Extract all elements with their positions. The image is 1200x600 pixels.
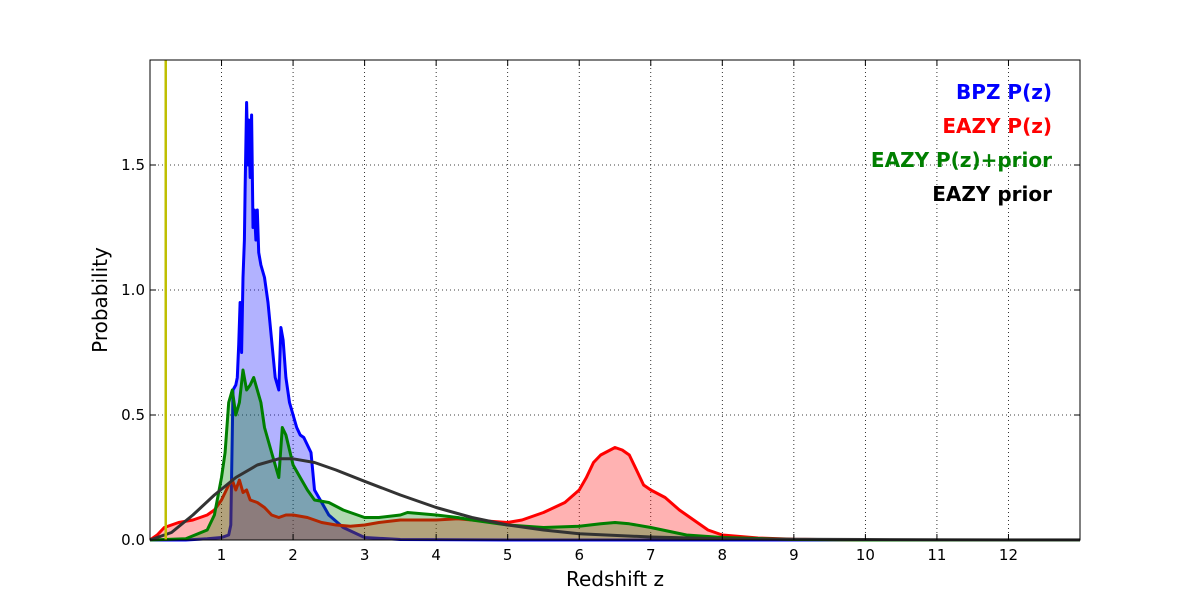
x-tick-label: 6: [574, 546, 584, 564]
x-tick-label: 1: [217, 546, 227, 564]
x-tick-label: 3: [360, 546, 370, 564]
legend-entry: EAZY P(z)+prior: [871, 148, 1052, 172]
y-tick-label: 0.5: [121, 406, 145, 424]
series-layer: [149, 101, 1080, 542]
series-area-0: [150, 102, 1080, 540]
x-tick-label: 9: [789, 546, 799, 564]
y-tick-label: 1.5: [121, 156, 145, 174]
grid: [150, 60, 1080, 540]
x-tick-label: 5: [503, 546, 513, 564]
x-tick-label: 2: [288, 546, 298, 564]
y-axis-label: Probability: [88, 247, 112, 353]
series-line-3: [149, 457, 1080, 542]
x-tick-label: 7: [646, 546, 656, 564]
legend-entry: EAZY P(z): [942, 114, 1052, 138]
ticks: 1 2 3 4 5 6 7 8 9 10 11 120.00.51.01.5: [121, 60, 1080, 564]
series-line-2: [149, 368, 1080, 542]
x-tick-label: 4: [431, 546, 441, 564]
x-tick-label: 12: [999, 546, 1018, 564]
series-area-1: [150, 447, 1080, 540]
legend-entry: EAZY prior: [932, 182, 1052, 206]
legend: BPZ P(z) EAZY P(z) EAZY P(z)+prior EAZY pri…: [871, 80, 1052, 206]
series-line-0: [150, 101, 1080, 542]
y-tick-label: 0.0: [121, 531, 145, 549]
x-tick-label: 8: [718, 546, 728, 564]
x-tick-label: 11: [927, 546, 946, 564]
y-tick-label: 1.0: [121, 281, 145, 299]
series-area-2: [150, 370, 1080, 540]
x-tick-label: 10: [856, 546, 875, 564]
legend-entry: BPZ P(z): [956, 80, 1052, 104]
plot-frame: [149, 59, 1081, 541]
x-axis-label: Redshift z: [566, 567, 664, 591]
